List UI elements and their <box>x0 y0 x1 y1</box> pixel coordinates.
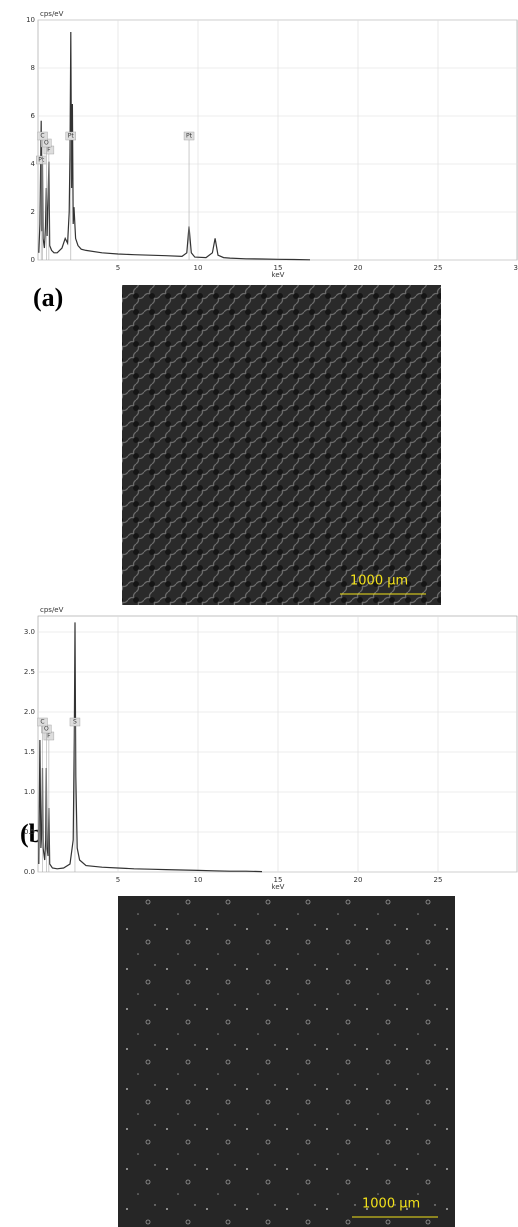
panel-label: (a) <box>33 283 63 312</box>
annotation: S <box>73 719 77 726</box>
scale-bar-label: 1000 µm <box>362 1197 420 1212</box>
y-tick-label: 10 <box>26 16 35 24</box>
y-tick-label: 6 <box>31 112 36 120</box>
y-tick-label: 2 <box>31 208 35 216</box>
y-axis-label: cps/eV <box>40 606 64 614</box>
y-tick-label: 8 <box>31 64 35 72</box>
annotation: C <box>40 719 44 726</box>
y-axis-label: cps/eV <box>40 10 64 18</box>
y-tick-label: 1.5 <box>24 748 35 756</box>
annotation: C <box>40 133 44 140</box>
x-tick-label: 20 <box>354 264 363 272</box>
annotation-box <box>69 717 81 727</box>
x-tick-label: 15 <box>274 876 283 884</box>
y-tick-label: 2.0 <box>24 708 35 716</box>
annotation: O <box>44 140 49 147</box>
x-tick-label: 5 <box>116 876 120 884</box>
x-tick-label: 30 <box>514 264 518 272</box>
x-tick-label: 10 <box>194 264 203 272</box>
annotation-box <box>183 131 195 141</box>
y-tick-label: 0 <box>31 256 35 264</box>
annotation: F <box>47 733 51 740</box>
annotation: O <box>44 726 49 733</box>
annotation-box <box>37 131 48 141</box>
scale-bar-label: 1000 µm <box>350 574 408 589</box>
sem-image <box>122 285 441 605</box>
x-axis-label: keV <box>272 883 285 891</box>
annotation: Pt <box>68 133 75 140</box>
annotation: Pt <box>38 157 45 164</box>
y-tick-label: 1.0 <box>24 788 35 796</box>
annotation-box <box>37 717 48 727</box>
x-tick-label: 5 <box>116 264 120 272</box>
y-tick-label: 4 <box>31 160 36 168</box>
spectrum-line <box>38 622 263 873</box>
y-tick-label: 2.5 <box>24 668 35 676</box>
annotation: F <box>47 147 51 154</box>
plot-area <box>37 615 518 873</box>
y-tick-label: 0.0 <box>24 868 35 876</box>
x-axis-label: keV <box>272 271 285 279</box>
annotation-box <box>65 131 77 141</box>
x-tick-label: 20 <box>354 876 363 884</box>
y-tick-label: 3.0 <box>24 628 35 636</box>
sem-image <box>118 896 455 1227</box>
annotation: Pt <box>186 133 193 140</box>
x-tick-label: 25 <box>434 264 443 272</box>
x-tick-label: 15 <box>274 264 283 272</box>
plot-area <box>37 19 518 261</box>
x-tick-label: 25 <box>434 876 443 884</box>
x-tick-label: 10 <box>194 876 203 884</box>
y-tick-label: 0.5 <box>24 828 35 836</box>
